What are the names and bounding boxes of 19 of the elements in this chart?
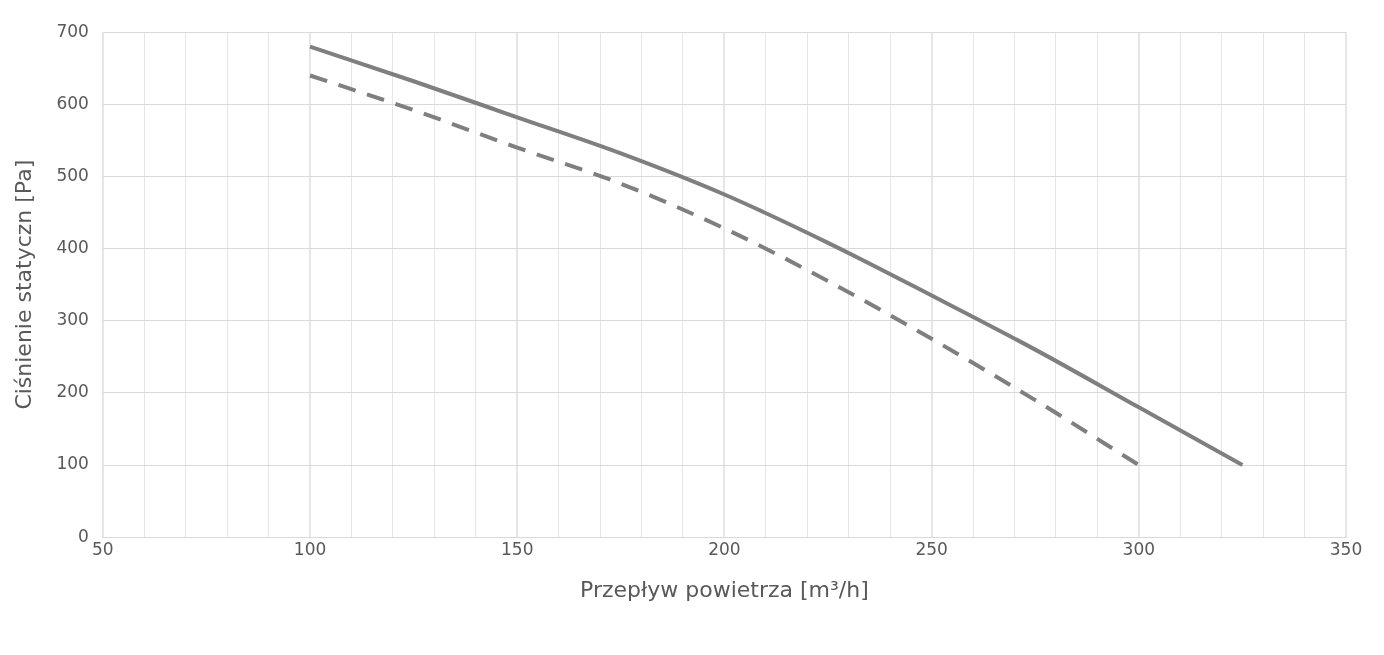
x-axis-title: Przepływ powietrza [m³/h]	[580, 576, 869, 602]
line-series	[308, 44, 1245, 468]
y-tick-label: 100	[56, 453, 89, 474]
y-tick-label: 700	[56, 20, 89, 41]
y-tick-label: 200	[56, 381, 89, 402]
y-tick-label: 300	[56, 309, 89, 330]
x-tick-label: 100	[293, 538, 327, 559]
y-tick-label: 600	[56, 92, 89, 113]
x-tick-label: 350	[1329, 538, 1363, 559]
x-tick-label: 250	[915, 538, 948, 559]
x-tick-label: 50	[92, 538, 114, 559]
y-tick-label: 400	[56, 237, 89, 258]
y-tick-label: 500	[56, 164, 89, 185]
x-tick-label: 300	[1122, 538, 1156, 559]
x-tick-label: 200	[708, 538, 741, 559]
x-tick-label: 150	[501, 538, 534, 559]
line-series	[308, 73, 1141, 468]
y-tick-label: 0	[78, 525, 89, 546]
y-axis-title: Ciśnienie statyczn [Pa]	[10, 159, 36, 410]
